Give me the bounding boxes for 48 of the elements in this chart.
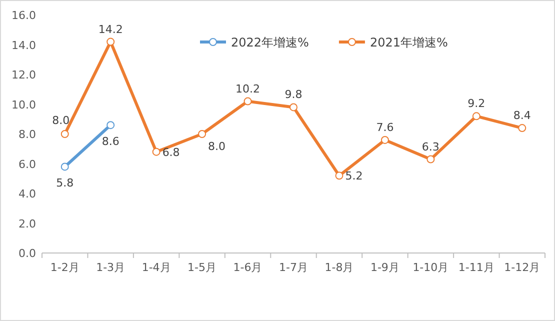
point [106,121,115,130]
data-label: 7.6 [376,120,394,134]
data-label: 9.2 [468,97,486,110]
y-tick-label: 10.0 [12,98,36,112]
x-tick-label: 1-10月 [412,261,449,274]
x-tick-label: 1-5月 [188,261,217,274]
y-tick-label: 0.0 [18,247,36,260]
point [106,38,115,46]
data-label: 8.0 [52,114,70,127]
point [426,155,435,164]
point [290,103,298,112]
data-label: 6.3 [422,140,440,154]
x-tick-label: 1-11月 [458,261,494,274]
legend-label: 2021年增速% [370,36,448,50]
y-tick-label: 12.0 [12,68,36,82]
point [380,136,389,144]
point [472,112,480,120]
point [60,162,69,171]
y-tick-label: 14.0 [12,38,36,52]
point [518,124,526,132]
data-label: 10.2 [236,82,260,96]
point [198,130,206,138]
data-label: 9.8 [284,88,302,102]
point [244,97,252,106]
x-tick-label: 1-8月 [324,261,354,274]
point [335,172,344,180]
y-tick-label: 2.0 [18,217,36,230]
point [152,148,160,156]
point [60,130,69,138]
x-tick-label: 1-4月 [142,261,171,274]
data-label: 8.4 [513,109,531,122]
y-tick-label: 4.0 [18,188,36,200]
data-label: 5.8 [56,176,74,190]
data-label: 8.0 [208,140,226,153]
y-tick-label: 8.0 [18,128,36,141]
x-tick-label: 1-3月 [96,261,126,274]
y-tick-label: 6.0 [18,158,36,171]
y-tick-label: 16.0 [12,9,36,22]
x-tick-label: 1-7月 [279,261,308,274]
data-label: 8.6 [102,135,120,148]
data-label: 5.2 [345,170,363,183]
legend-label: 2022年增速% [231,36,309,50]
data-label: 6.8 [162,146,180,159]
x-tick-label: 1-6月 [233,261,262,274]
x-tick-label: 1-9月 [370,261,400,274]
data-label: 14.2 [98,22,123,36]
x-tick-label: 1-12月 [504,261,540,274]
x-tick-label: 1-2月 [50,261,80,274]
